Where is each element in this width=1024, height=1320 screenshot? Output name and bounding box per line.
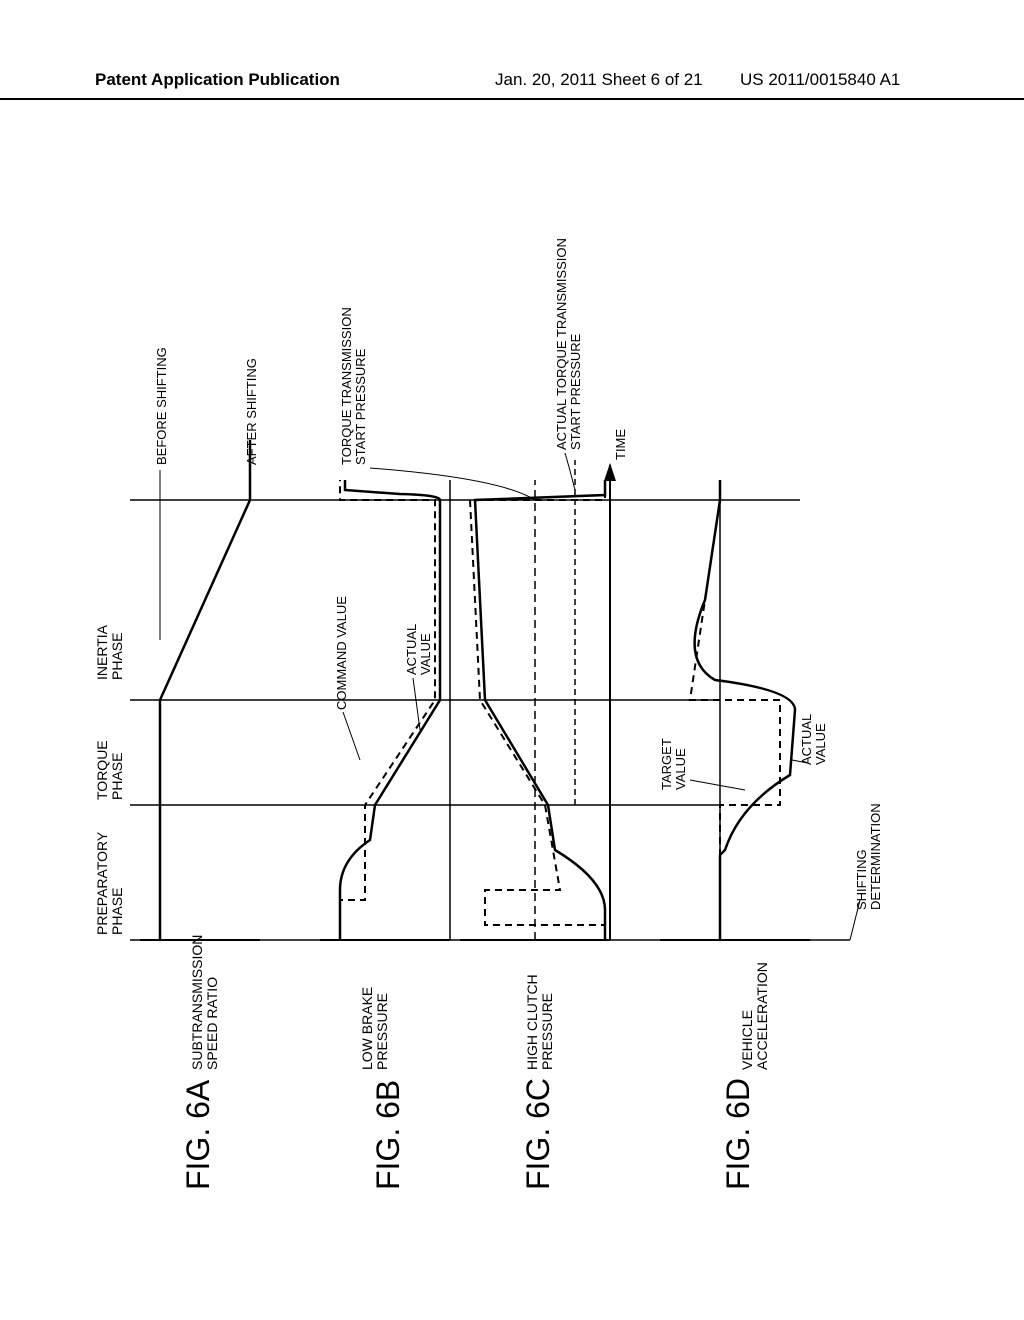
rotated-figure: FIG. 6A FIG. 6B FIG. 6C FIG. 6D SUBTRANS… <box>0 240 1024 1110</box>
header-mid: Jan. 20, 2011 Sheet 6 of 21 <box>495 70 703 90</box>
chart-svg <box>80 150 950 1200</box>
chart-container: FIG. 6A FIG. 6B FIG. 6C FIG. 6D SUBTRANS… <box>80 150 950 1200</box>
header-right: US 2011/0015840 A1 <box>740 70 900 90</box>
header-left: Patent Application Publication <box>95 70 340 90</box>
page-header: Patent Application Publication Jan. 20, … <box>0 70 1024 100</box>
